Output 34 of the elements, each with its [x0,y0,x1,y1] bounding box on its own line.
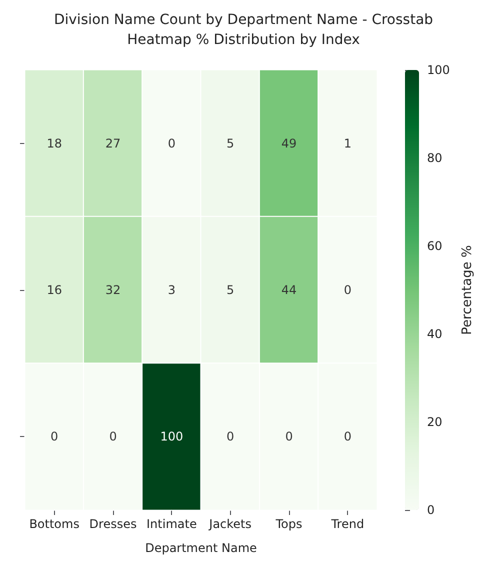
x-tick-label: Dresses [89,517,137,531]
color-bar-label: 60 [427,239,442,253]
data-label: 5 [226,283,234,297]
data-label: 5 [226,136,234,150]
color-bar-label: 20 [427,415,442,429]
color-bar-label: 0 [427,503,435,517]
data-label: 27 [105,136,121,150]
data-label: 0 [344,283,352,297]
data-label: 0 [226,430,234,444]
x-tick-label: Bottoms [29,517,80,531]
color-bar-label: 100 [427,63,450,77]
data-label: 1 [344,136,352,150]
x-tick-label: Tops [274,517,302,531]
data-label: 16 [46,283,62,297]
data-label: 0 [344,430,352,444]
chart-subtitle: Heatmap % Distribution by Index [127,32,360,48]
data-label: 44 [281,283,297,297]
data-label: 0 [109,430,117,444]
color-bar-label: 40 [427,327,442,341]
data-label: 32 [105,283,121,297]
data-label: 0 [285,430,293,444]
x-tick-label: Trend [330,517,364,531]
chart-title: Division Name Count by Department Name - Crosstab [54,12,434,28]
data-label: 49 [281,136,297,150]
x-axis-title: Department Name [145,541,257,555]
color-bar-title: Percentage % [460,245,475,335]
data-label: 18 [46,136,62,150]
data-label: 3 [168,283,176,297]
data-label: 0 [168,136,176,150]
color-bar-label: 80 [427,151,442,165]
x-tick-label: Intimate [146,517,197,531]
x-tick-label: Jackets [208,517,252,531]
data-label: 0 [50,430,58,444]
data-label: 100 [160,430,184,444]
